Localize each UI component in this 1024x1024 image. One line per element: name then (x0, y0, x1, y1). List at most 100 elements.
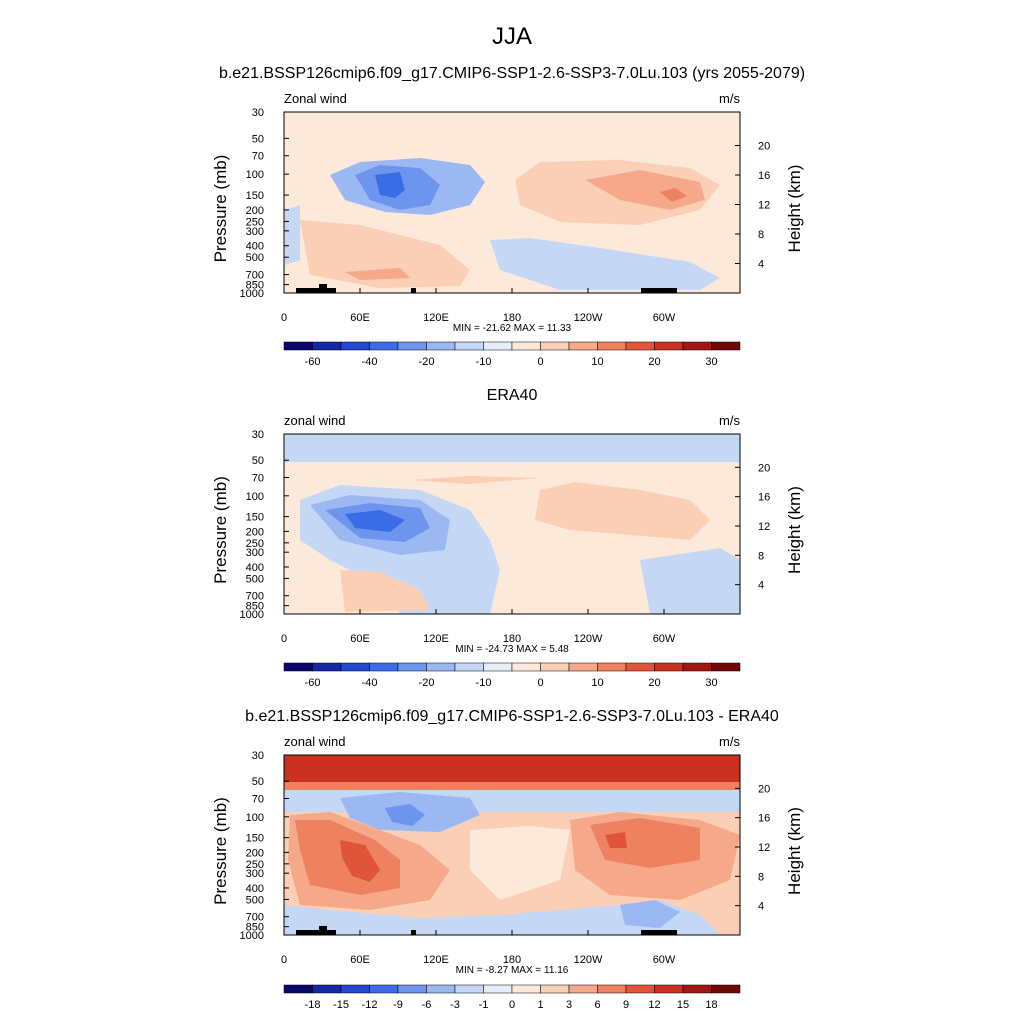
y-tick-label: 100 (246, 812, 264, 824)
colorbar-box (397, 662, 427, 672)
colorbar-box (369, 984, 399, 994)
height-axis-title: Height (km) (785, 807, 804, 895)
height-tick-label: 20 (758, 462, 770, 474)
y-tick-label: 200 (246, 205, 264, 217)
y-tick-label: 700 (246, 912, 264, 924)
colorbar-box (312, 341, 342, 351)
contour-region (605, 832, 627, 848)
panel-title: ERA40 (487, 387, 538, 404)
colorbar-label: -1 (479, 999, 489, 1011)
colorbar-box (682, 341, 712, 351)
contour-region (340, 840, 380, 882)
y-tick-label: 500 (246, 894, 264, 906)
y-tick-label: 500 (246, 573, 264, 585)
contour-region (535, 482, 710, 540)
y-tick-label: 30 (252, 429, 264, 441)
colorbar-label: -10 (476, 677, 492, 689)
x-tick-label: 120W (574, 312, 603, 324)
colorbar-box (369, 662, 399, 672)
y-tick-label: 30 (252, 750, 264, 762)
colorbar-box (682, 984, 712, 994)
colorbar-box (597, 341, 627, 351)
colorbar-label: 10 (591, 356, 603, 368)
contour-region (410, 476, 540, 484)
colorbar-box (483, 662, 513, 672)
min-max-stats: MIN = -24.73 MAX = 5.48 (455, 644, 569, 655)
y-tick-label: 100 (246, 491, 264, 503)
height-tick-label: 12 (758, 842, 770, 854)
colorbar-box (426, 984, 456, 994)
colorbar-label: 10 (591, 677, 603, 689)
contour-region (490, 238, 720, 290)
colorbar-box (312, 984, 342, 994)
colorbar-box (283, 662, 313, 672)
colorbar-box (625, 662, 655, 672)
contour-region (340, 570, 430, 612)
x-tick-label: 120E (423, 312, 449, 324)
colorbar-box (625, 341, 655, 351)
colorbar-box (654, 341, 684, 351)
colorbar-label: -3 (450, 999, 460, 1011)
colorbar-label: 20 (648, 677, 660, 689)
y-tick-label: 1000 (240, 930, 264, 942)
figure-title: JJA (492, 23, 532, 50)
colorbar-label: 20 (648, 356, 660, 368)
contour-region (300, 220, 470, 288)
height-tick-label: 12 (758, 521, 770, 533)
contour-region (470, 826, 570, 900)
x-tick-label: 180 (503, 633, 521, 645)
colorbar-box (283, 341, 313, 351)
contour-region (284, 782, 740, 790)
height-tick-label: 20 (758, 783, 770, 795)
terrain-mask (296, 930, 336, 935)
colorbar-box (511, 984, 541, 994)
colorbar-box (426, 341, 456, 351)
units-label: m/s (719, 413, 740, 428)
height-tick-label: 16 (758, 813, 770, 825)
x-tick-label: 60E (350, 954, 370, 966)
y-tick-label: 70 (252, 472, 264, 484)
colorbar-box (454, 984, 484, 994)
height-tick-label: 4 (758, 580, 764, 592)
colorbar: -60 -40 -20 -10 0 10 20 30 (283, 341, 741, 368)
colorbar-box (340, 662, 370, 672)
height-axis-title: Height (km) (785, 165, 804, 253)
y-tick-label: 300 (246, 547, 264, 559)
x-tick-label: 0 (281, 954, 287, 966)
y-tick-label: 700 (246, 591, 264, 603)
x-tick-label: 120W (574, 633, 603, 645)
colorbar-label: -20 (419, 356, 435, 368)
panel-title: b.e21.BSSP126cmip6.f09_g17.CMIP6-SSP1-2.… (219, 65, 805, 82)
y-tick-label: 400 (246, 883, 264, 895)
x-tick-label: 120E (423, 954, 449, 966)
colorbar-box (312, 662, 342, 672)
colorbar-box (568, 341, 598, 351)
colorbar-label: -40 (362, 677, 378, 689)
y-tick-label: 300 (246, 226, 264, 238)
colorbar-box (540, 341, 570, 351)
y-tick-label: 1000 (240, 609, 264, 621)
contour-field (284, 112, 740, 293)
panel-1: b.e21.BSSP126cmip6.f09_g17.CMIP6-SSP1-2.… (211, 65, 805, 368)
colorbar-box (654, 662, 684, 672)
colorbar-box (283, 984, 313, 994)
y-tick-label: 150 (246, 190, 264, 202)
x-tick-label: 60W (653, 312, 676, 324)
y-tick-label: 200 (246, 847, 264, 859)
colorbar-box (369, 341, 399, 351)
terrain-mask (641, 930, 677, 935)
contour-region (385, 804, 425, 826)
colorbar-label: 15 (677, 999, 689, 1011)
colorbar-label: 3 (566, 999, 572, 1011)
y-tick-label: 400 (246, 241, 264, 253)
x-tick-label: 60E (350, 312, 370, 324)
contour-region (375, 172, 405, 198)
y-tick-label: 30 (252, 107, 264, 119)
y-tick-label: 50 (252, 776, 264, 788)
colorbar-label: -10 (476, 356, 492, 368)
colorbar-box (454, 341, 484, 351)
contour-region (345, 510, 405, 532)
contour-region (284, 434, 740, 462)
contour-region (590, 818, 700, 868)
